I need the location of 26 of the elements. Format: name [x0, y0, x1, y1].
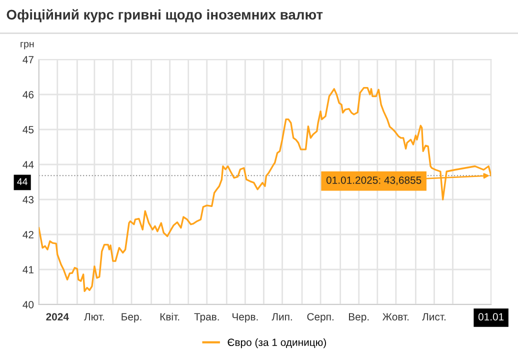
y-tick-label: 40 — [22, 301, 34, 308]
x-tick-label: Лист. — [422, 313, 446, 320]
y-axis-title: грн — [20, 42, 34, 50]
x-tick-label: Жовт. — [382, 313, 409, 320]
x-tick-label: Черв. — [232, 313, 258, 323]
y-tick-label: 42 — [22, 231, 34, 238]
ref-line-label: 44 — [17, 178, 28, 185]
x-tick-label: Вер. — [349, 313, 369, 323]
x-tick-label: 01.01 — [478, 313, 504, 320]
chart-title: Офіційний курс гривні щодо іноземних валют — [6, 9, 323, 22]
x-tick-label: Лип. — [272, 313, 292, 320]
x-tick-label: Квіт. — [160, 312, 180, 320]
annotation: 01.01.2025: 43,6855 — [326, 176, 422, 186]
y-tick-label: 47 — [22, 56, 34, 64]
y-tick-label: 41 — [22, 266, 34, 274]
y-tick-label: 46 — [22, 91, 34, 98]
y-tick-label: 43 — [22, 196, 34, 204]
x-tick-label: Бер. — [122, 313, 142, 323]
line-series — [38, 87, 492, 292]
x-tick-label: 2024 — [46, 313, 69, 320]
x-tick-label: Лют. — [84, 313, 104, 320]
x-tick-label: Серп. — [307, 313, 334, 323]
legend-label: Євро (за 1 одиницю) — [228, 338, 326, 348]
x-tick-label: Трав. — [194, 313, 219, 323]
y-tick-label: 44 — [22, 161, 34, 168]
y-tick-label: 45 — [22, 126, 34, 134]
